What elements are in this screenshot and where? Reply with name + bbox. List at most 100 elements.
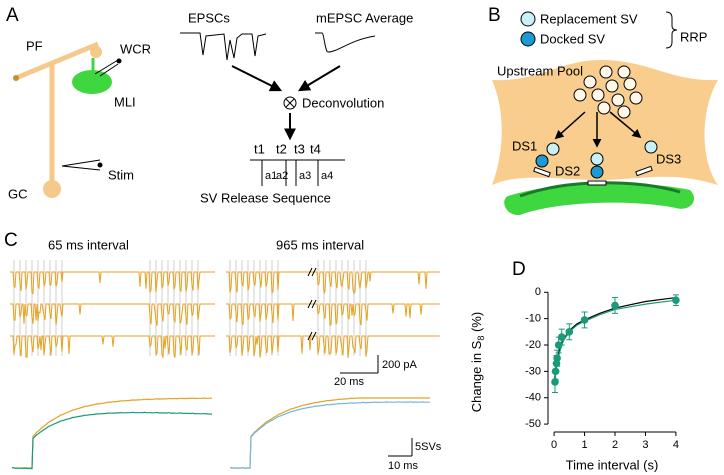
- epsc-trace: [10, 335, 215, 359]
- x-axis-label: Time interval (s): [566, 457, 659, 472]
- caption: SV Release Sequence: [200, 190, 331, 205]
- replacement-sv: [644, 140, 658, 154]
- pool-sv: [597, 101, 611, 115]
- time-label: t4: [310, 141, 321, 156]
- gc-soma: [43, 180, 61, 198]
- presynaptic-terminal: [492, 60, 718, 185]
- y-tick-label: -20: [525, 339, 541, 351]
- panel-b: B Replacement SV Docked SV RRP Upstream …: [488, 5, 718, 216]
- mli-soma: [72, 70, 112, 94]
- site-label: DS3: [656, 151, 681, 166]
- epscs-label: EPSCs: [188, 10, 230, 25]
- y-axis-label: Change in S8 (%): [469, 312, 486, 412]
- epsc-trace: [10, 303, 215, 326]
- panel-a: A PF WCR MLI Stim GC EPSCs mEPSC Average…: [6, 5, 413, 205]
- scale-label: 200 pA: [382, 359, 418, 371]
- mepsc-trace: [315, 32, 376, 53]
- cumulative-trace: [230, 397, 430, 469]
- panel-label: B: [488, 5, 501, 26]
- data-point: [554, 341, 563, 349]
- time-label: t1: [254, 141, 265, 156]
- y-tick-label: -50: [525, 418, 541, 430]
- cumulative-trace: [12, 411, 213, 470]
- amp-label: a3: [299, 170, 311, 182]
- epsc-trace: [10, 271, 215, 295]
- docked-sv: [535, 154, 549, 168]
- epsc-trace: [226, 271, 440, 296]
- legend-label: Docked SV: [540, 31, 605, 46]
- y-tick-label: -30: [525, 365, 541, 377]
- panel-title: 65 ms interval: [48, 237, 129, 252]
- pool-sv: [573, 88, 587, 102]
- deconv-symbol: [283, 96, 297, 110]
- deconv-symbol: [285, 98, 295, 108]
- arrow: [231, 65, 283, 92]
- legend-swatch: [520, 11, 536, 27]
- pool-sv: [623, 77, 637, 91]
- release-site: [533, 166, 551, 178]
- pf-bouton: [90, 46, 102, 58]
- x-tick-label: 1: [581, 439, 587, 451]
- fiber-end: [13, 75, 19, 81]
- amp-label: a1: [265, 170, 277, 182]
- stim-electrode: [61, 165, 101, 171]
- panel-label: C: [4, 230, 18, 251]
- mepsc-label: mEPSC Average: [316, 10, 413, 25]
- cumulative-trace: [230, 401, 430, 469]
- time-label: t3: [294, 141, 305, 156]
- arrow: [554, 111, 586, 140]
- pool: [573, 65, 643, 119]
- pool-sv: [599, 65, 613, 79]
- break-mark: [307, 331, 317, 341]
- amp-label: a2: [276, 170, 288, 182]
- x-tick-label: 0: [551, 439, 557, 451]
- electrode-tip: [97, 162, 103, 168]
- data-point: [580, 316, 589, 324]
- electrode: [99, 63, 119, 77]
- traces: [10, 260, 440, 470]
- epsc-trace: [226, 335, 440, 358]
- postsynaptic: [504, 183, 695, 216]
- gc-label: GC: [8, 186, 28, 201]
- data-point: [553, 354, 561, 362]
- panel-title: 965 ms interval: [276, 237, 364, 252]
- amp-label: a4: [321, 170, 333, 182]
- rrp-label: RRP: [680, 29, 707, 44]
- replacement-sv: [590, 152, 604, 166]
- epsc-trace: [180, 32, 267, 61]
- pool-sv: [605, 79, 619, 93]
- scale-label: 5SVs: [415, 441, 442, 453]
- pool-label: Upstream Pool: [497, 63, 583, 78]
- arrow: [297, 65, 341, 92]
- cumulative-trace: [12, 397, 212, 469]
- panel-c: C 65 ms interval 965 ms interval 200 pA …: [4, 230, 442, 472]
- data-point: [551, 367, 560, 376]
- panel-label: D: [512, 259, 526, 280]
- arrow: [609, 111, 642, 139]
- stim-label: Stim: [108, 167, 134, 182]
- site-label: DS1: [512, 138, 537, 153]
- y-label-part: (%): [469, 312, 484, 336]
- legend-swatch: [520, 31, 536, 47]
- data-point: [557, 333, 566, 341]
- scale-label: 20 ms: [334, 376, 364, 388]
- x-tick-label: 3: [642, 439, 648, 451]
- electrode-tip: [116, 58, 122, 64]
- data-point: [565, 328, 574, 336]
- site-label: DS2: [555, 163, 580, 178]
- break-mark: [307, 267, 317, 277]
- pool-sv: [611, 93, 625, 107]
- fit-curve: [553, 299, 676, 383]
- stim-electrode: [61, 159, 101, 167]
- parallel-fiber: [15, 41, 99, 81]
- pool-sv: [583, 75, 597, 89]
- pool-sv: [617, 65, 631, 79]
- break-mark: [307, 299, 317, 309]
- y-tick-label: -10: [525, 313, 541, 325]
- data-point: [611, 301, 619, 310]
- y-label-part: Change in S: [469, 340, 484, 412]
- deconvolution-label: Deconvolution: [302, 95, 384, 110]
- pool-sv: [617, 105, 631, 119]
- panel-d: D Time interval (s) Change in S8 (%) 0 -1…: [469, 259, 680, 472]
